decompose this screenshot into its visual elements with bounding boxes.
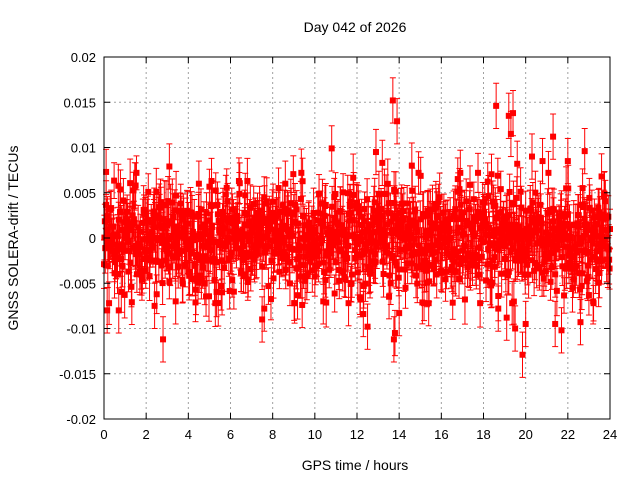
x-tick-label: 0 bbox=[100, 427, 107, 442]
data-point bbox=[244, 157, 251, 205]
data-point bbox=[493, 82, 500, 129]
x-tick-label: 8 bbox=[269, 427, 276, 442]
y-tick-label: -0.015 bbox=[59, 367, 96, 382]
y-tick-label: -0.02 bbox=[66, 412, 96, 427]
data-point bbox=[564, 137, 571, 185]
data-point bbox=[132, 162, 139, 209]
data-point bbox=[461, 274, 468, 325]
data-point bbox=[208, 157, 215, 205]
data-point bbox=[219, 269, 226, 316]
x-tick-label: 2 bbox=[143, 427, 150, 442]
data-point bbox=[577, 299, 584, 346]
y-tick-label: 0 bbox=[89, 231, 96, 246]
data-point bbox=[328, 125, 335, 172]
y-tick-label: 0.005 bbox=[63, 186, 96, 201]
dense-data-band bbox=[101, 148, 613, 328]
data-point bbox=[128, 279, 135, 326]
data-point bbox=[127, 158, 134, 208]
x-tick-label: 6 bbox=[227, 427, 234, 442]
data-point bbox=[528, 133, 535, 180]
data-point bbox=[379, 139, 386, 187]
data-point bbox=[290, 155, 297, 193]
data-point bbox=[172, 278, 179, 325]
data-point bbox=[331, 274, 338, 313]
y-axis-label: GNSS SOLERA-drift / TECUs bbox=[5, 146, 21, 331]
data-point bbox=[299, 281, 306, 329]
data-point bbox=[417, 200, 424, 239]
y-tick-label: 0.01 bbox=[71, 141, 96, 156]
data-point bbox=[598, 153, 605, 200]
chart-title: Day 042 of 2026 bbox=[304, 19, 407, 35]
data-point bbox=[166, 143, 173, 190]
data-point bbox=[121, 271, 128, 319]
data-point bbox=[510, 89, 517, 137]
data-point bbox=[408, 142, 415, 189]
data-point bbox=[457, 149, 464, 196]
data-point bbox=[590, 278, 597, 325]
data-point bbox=[475, 152, 482, 193]
x-tick-label: 4 bbox=[185, 427, 192, 442]
data-point bbox=[512, 305, 519, 352]
data-point bbox=[160, 316, 167, 363]
x-tick-label: 10 bbox=[308, 427, 322, 442]
x-tick-label: 20 bbox=[518, 427, 532, 442]
data-point bbox=[453, 235, 460, 276]
data-point bbox=[539, 137, 546, 185]
data-point bbox=[320, 278, 327, 325]
data-point bbox=[394, 98, 401, 145]
data-point bbox=[236, 162, 243, 204]
x-tick-label: 24 bbox=[603, 427, 617, 442]
data-point bbox=[115, 287, 122, 334]
x-axis: 0 2 4 6 8 10 12 14 16 18 20 22 24 bbox=[100, 57, 617, 442]
data-point bbox=[550, 113, 557, 160]
x-tick-label: 14 bbox=[392, 427, 406, 442]
y-axis: -0.02 -0.015 -0.01 -0.005 0 0.005 0.01 0.015 0.0… bbox=[59, 50, 610, 427]
y-tick-label: -0.01 bbox=[66, 322, 96, 337]
data-point bbox=[372, 128, 379, 176]
data-point bbox=[552, 300, 559, 348]
data-point bbox=[261, 285, 268, 332]
data-point bbox=[503, 294, 510, 341]
data-point bbox=[495, 285, 502, 332]
data-layer bbox=[101, 77, 613, 378]
data-point bbox=[467, 165, 474, 205]
data-point bbox=[525, 250, 532, 299]
data-point bbox=[449, 285, 456, 320]
x-tick-label: 22 bbox=[561, 427, 575, 442]
data-point bbox=[390, 316, 397, 363]
data-point bbox=[558, 307, 565, 354]
x-axis-label: GPS time / hours bbox=[302, 457, 409, 473]
data-point bbox=[514, 140, 521, 187]
data-point bbox=[360, 290, 367, 338]
data-point bbox=[545, 150, 552, 195]
data-point bbox=[230, 273, 237, 310]
data-point bbox=[345, 280, 352, 327]
data-point bbox=[581, 127, 588, 175]
data-point bbox=[282, 160, 289, 207]
data-point bbox=[151, 282, 158, 329]
data-point bbox=[111, 162, 118, 199]
data-point bbox=[396, 289, 403, 337]
y-tick-label: 0.02 bbox=[71, 50, 96, 65]
y-tick-label: -0.005 bbox=[59, 276, 96, 291]
x-tick-label: 18 bbox=[476, 427, 490, 442]
data-point bbox=[195, 160, 202, 207]
x-tick-label: 16 bbox=[434, 427, 448, 442]
data-point bbox=[477, 278, 484, 328]
data-point bbox=[522, 300, 529, 348]
data-point bbox=[364, 303, 371, 350]
data-point bbox=[585, 274, 592, 316]
data-point bbox=[389, 77, 396, 124]
x-tick-label: 12 bbox=[350, 427, 364, 442]
data-point bbox=[519, 331, 526, 378]
y-tick-label: 0.015 bbox=[63, 95, 96, 110]
data-point bbox=[298, 148, 305, 198]
data-point bbox=[104, 287, 111, 334]
data-point bbox=[205, 270, 212, 322]
data-point bbox=[425, 280, 432, 327]
